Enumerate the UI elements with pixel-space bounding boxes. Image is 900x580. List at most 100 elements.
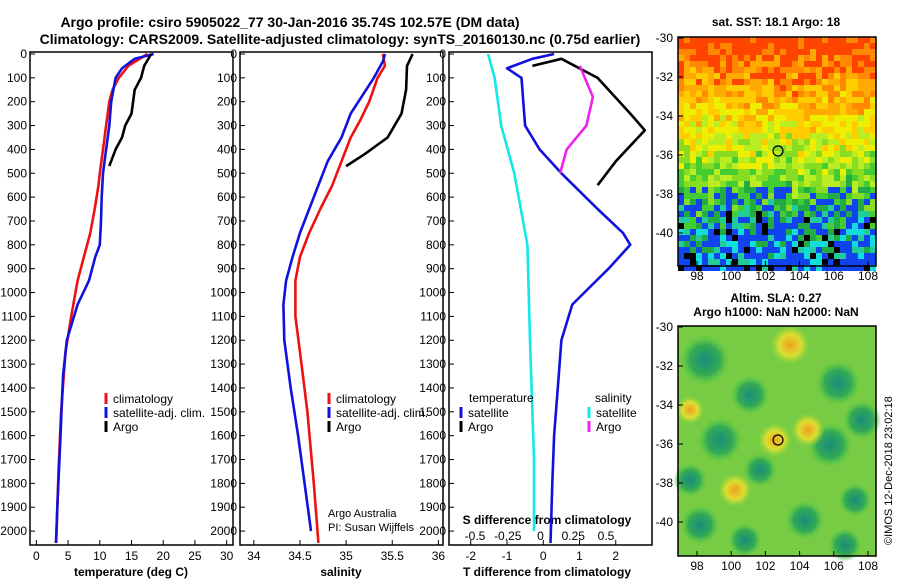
sst-cell (822, 223, 828, 229)
sst-cell (690, 133, 696, 139)
sst-cell (840, 67, 846, 73)
sst-cell (816, 73, 822, 79)
sst-cell (744, 91, 750, 97)
sst-cell (744, 73, 750, 79)
sst-cell (696, 163, 702, 169)
sst-cell (810, 247, 816, 253)
sst-cell (714, 175, 720, 181)
sst-cell (852, 61, 858, 67)
sst-cell (696, 241, 702, 247)
sst-cell (732, 103, 738, 109)
sst-cell (774, 229, 780, 235)
sst-cell (852, 97, 858, 103)
sst-cell (828, 109, 834, 115)
depth-tick-label: 0 (230, 47, 237, 61)
sst-cell (816, 139, 822, 145)
sst-cell (732, 43, 738, 49)
depth-tick-label: 200 (426, 95, 446, 109)
sst-cell (702, 211, 708, 217)
sst-cell (744, 187, 750, 193)
sst-cell (720, 205, 726, 211)
x-tick-label: 2 (612, 549, 619, 563)
sst-cell (840, 79, 846, 85)
sst-cell (852, 223, 858, 229)
sst-cell (690, 253, 696, 259)
sst-cell (708, 223, 714, 229)
sst-cell (696, 181, 702, 187)
sst-cell (690, 121, 696, 127)
sst-cell (768, 253, 774, 259)
sst-cell (870, 151, 876, 157)
sst-cell (816, 67, 822, 73)
sst-cell (870, 133, 876, 139)
sst-cell (756, 103, 762, 109)
sst-cell (864, 85, 870, 91)
sst-cell (720, 151, 726, 157)
sst-cell (780, 157, 786, 163)
sst-cell (792, 163, 798, 169)
sst-cell (816, 109, 822, 115)
sst-cell (696, 253, 702, 259)
sst-cell (846, 253, 852, 259)
sst-cell (792, 139, 798, 145)
sst-cell (690, 211, 696, 217)
x-tick-label: 35.5 (381, 549, 405, 563)
sst-cell (726, 61, 732, 67)
salinity-legend: climatology satellite-adj. clim. Argo (327, 392, 428, 434)
sst-cell (708, 265, 714, 271)
depth-tick-label: 1900 (210, 500, 237, 514)
sst-cell (768, 151, 774, 157)
sst-cell (858, 61, 864, 67)
sst-cell (720, 127, 726, 133)
sst-cell (852, 85, 858, 91)
sst-cell (780, 37, 786, 43)
sst-cell (780, 43, 786, 49)
sst-cell (792, 223, 798, 229)
depth-tick-label: 1000 (419, 286, 446, 300)
sst-cell (708, 145, 714, 151)
sst-cell (846, 85, 852, 91)
sst-cell (786, 109, 792, 115)
sst-cell (744, 49, 750, 55)
sst-cell (690, 169, 696, 175)
sst-cell (780, 199, 786, 205)
sst-cell (684, 169, 690, 175)
sst-cell (756, 85, 762, 91)
sst-cell (756, 139, 762, 145)
legend-head-salinity: salinity (595, 391, 632, 405)
sst-cell (762, 103, 768, 109)
sst-cell (834, 169, 840, 175)
sst-cell (804, 127, 810, 133)
sst-cell (792, 211, 798, 217)
sst-cell (762, 187, 768, 193)
sst-cell (702, 127, 708, 133)
sst-cell (720, 265, 726, 271)
sla-blobs (673, 325, 882, 562)
sst-cell (870, 181, 876, 187)
sst-cell (720, 235, 726, 241)
sst-cell (762, 193, 768, 199)
sst-cell (702, 175, 708, 181)
depth-tick-label: 1800 (0, 476, 27, 490)
sst-cell (744, 79, 750, 85)
sst-cell (708, 193, 714, 199)
sst-cell (798, 241, 804, 247)
sst-cell (690, 73, 696, 79)
salinity-xlabel: salinity (320, 565, 362, 579)
sst-cell (774, 91, 780, 97)
sst-cell (732, 67, 738, 73)
sst-cell (864, 259, 870, 265)
sst-cell (786, 223, 792, 229)
sst-cell (858, 133, 864, 139)
sst-cell (822, 49, 828, 55)
sst-cell (768, 205, 774, 211)
sst-cell (684, 259, 690, 265)
sst-cell (714, 199, 720, 205)
sst-cell (720, 247, 726, 253)
sst-cell (768, 217, 774, 223)
sst-cell (726, 85, 732, 91)
sst-cell (852, 217, 858, 223)
sst-cell (726, 253, 732, 259)
sst-cell (810, 259, 816, 265)
sst-cell (828, 241, 834, 247)
